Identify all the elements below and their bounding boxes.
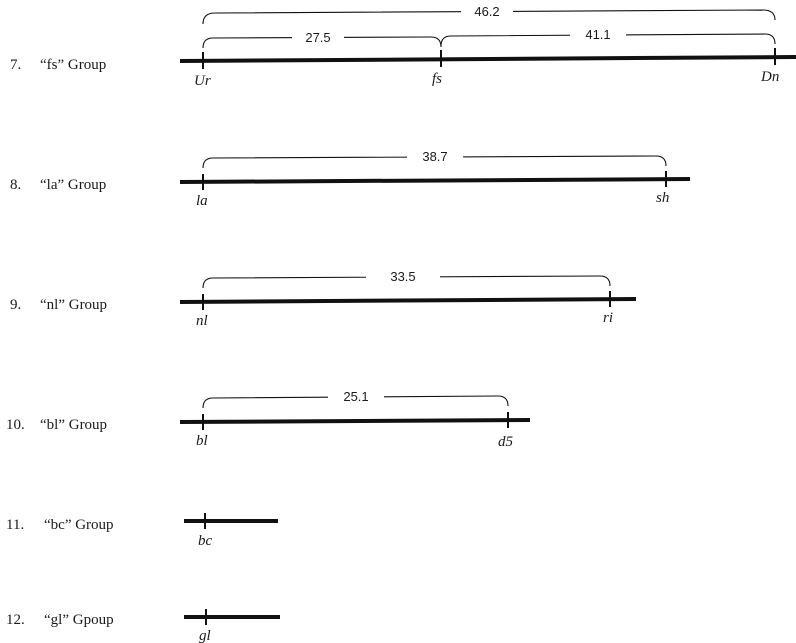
group-number: 11.: [6, 517, 24, 533]
gene-label: nl: [196, 313, 208, 329]
distance-label: 38.7: [422, 149, 447, 164]
group-name: “la” Group: [40, 177, 106, 193]
group-9: 9. “nl” Group nl ri 33.5: [10, 268, 637, 329]
group-name: “gl” Gpoup: [44, 612, 114, 628]
group-name: “nl” Group: [40, 297, 107, 313]
distance-label: 27.5: [305, 30, 330, 45]
chromosome-line: [179, 297, 637, 304]
group-name: “bc” Group: [44, 517, 114, 533]
gene-label: bc: [198, 533, 213, 549]
group-11: 11. “bc” Group bc: [6, 513, 278, 549]
gene-label: ri: [603, 310, 613, 326]
gene-label: la: [196, 193, 208, 209]
gene-label: bl: [196, 433, 208, 449]
chromosome-line: [179, 418, 531, 424]
group-8: 8. “la” Group la sh 38.7: [10, 148, 691, 209]
distance-label: 25.1: [343, 389, 368, 404]
chromosome-line: [179, 55, 796, 63]
gene-label: sh: [656, 190, 669, 206]
gene-label: d5: [498, 434, 514, 450]
gene-label: Ur: [194, 73, 211, 89]
gene-label: fs: [432, 71, 442, 87]
distance-label: 46.2: [474, 4, 499, 19]
gene-label: gl: [199, 628, 211, 643]
chromosome-line: [179, 177, 691, 184]
group-10: 10. “bl” Group bl d5 25.1: [6, 388, 531, 450]
group-number: 9.: [10, 297, 21, 313]
distance-label: 33.5: [390, 269, 415, 284]
group-7: 7. “fs” Group Ur fs Dn 46.2 27.5 41.1: [10, 3, 796, 89]
group-number: 10.: [6, 417, 25, 433]
group-name: “bl” Group: [40, 417, 107, 433]
group-name: “fs” Group: [40, 57, 106, 73]
group-number: 12.: [6, 612, 25, 628]
gene-label: Dn: [760, 69, 779, 85]
group-number: 7.: [10, 57, 21, 73]
distance-label: 41.1: [585, 27, 610, 42]
group-number: 8.: [10, 177, 21, 193]
group-12: 12. “gl” Gpoup gl: [6, 609, 280, 643]
